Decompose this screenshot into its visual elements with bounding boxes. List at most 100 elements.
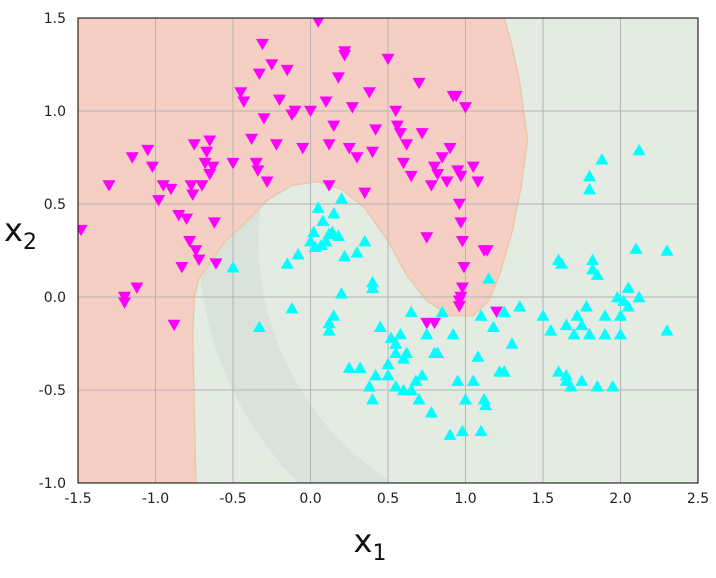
class-0-point — [452, 198, 466, 211]
class-0-point — [304, 105, 317, 118]
class-1-point — [474, 309, 488, 321]
x-tick-label: 1.0 — [454, 491, 476, 507]
class-0-point — [175, 262, 189, 274]
class-0-point — [338, 50, 352, 62]
class-1-point — [373, 320, 387, 332]
class-0-point — [180, 213, 193, 226]
class-1-point — [389, 380, 403, 392]
plot-frame — [77, 17, 699, 484]
class-1-point — [564, 380, 578, 392]
class-0-point — [393, 128, 407, 140]
x-axis-label: x1 — [354, 522, 387, 566]
class-1-point — [307, 225, 321, 238]
class-1-point — [455, 424, 469, 437]
class-0-point — [400, 139, 414, 151]
class-0-point — [288, 105, 302, 118]
class-1-point — [660, 324, 674, 336]
class-0-point — [457, 262, 471, 274]
class-1-point — [482, 272, 496, 284]
class-1-point — [362, 380, 376, 392]
data-points — [78, 18, 674, 440]
class-1-point — [497, 305, 511, 318]
class-0-point — [480, 245, 494, 257]
class-1-point — [389, 346, 403, 358]
class-1-point — [466, 374, 480, 386]
class-0-point — [265, 59, 279, 71]
class-0-point — [420, 232, 434, 244]
class-0-point — [455, 282, 469, 294]
class-1-point — [559, 318, 573, 331]
class-1-point — [291, 248, 305, 260]
class-0-point — [118, 297, 131, 309]
class-0-point — [412, 77, 426, 90]
class-0-point — [449, 90, 463, 103]
class-1-point — [420, 328, 434, 340]
class-0-point — [296, 143, 310, 155]
class-1-point — [443, 428, 457, 440]
class-1-point — [226, 261, 240, 273]
class-1-point — [366, 393, 379, 405]
class-1-point — [393, 328, 407, 340]
class-1-point — [567, 328, 581, 340]
class-1-point — [435, 305, 449, 318]
class-0-point — [184, 180, 198, 192]
class-1-point — [614, 328, 627, 340]
class-0-point — [156, 180, 170, 192]
class-0-point — [186, 189, 200, 201]
class-1-point — [252, 320, 266, 332]
class-1-point — [471, 350, 485, 362]
class-0-point — [237, 96, 251, 108]
class-0-point — [319, 96, 333, 108]
class-1-point — [497, 365, 511, 377]
class-0-point — [245, 133, 259, 146]
class-1-point — [474, 424, 488, 437]
class-0-point — [141, 144, 155, 157]
class-0-point — [471, 176, 485, 188]
class-0-point — [167, 319, 181, 332]
class-1-point — [536, 309, 550, 321]
class-1-point — [575, 374, 589, 386]
class-1-point — [369, 368, 383, 381]
class-0-point — [226, 157, 240, 170]
y-tick-label: -1.0 — [39, 476, 66, 492]
class-1-point — [322, 316, 336, 329]
class-1-point — [446, 328, 460, 340]
class-0-point — [249, 157, 263, 170]
class-1-point — [335, 287, 348, 299]
class-0-point — [234, 87, 248, 99]
class-0-point — [369, 124, 383, 136]
class-1-point — [583, 328, 596, 340]
class-1-point — [598, 309, 612, 321]
class-1-point — [590, 380, 604, 392]
class-0-point — [273, 94, 286, 107]
x-tick-label: 0.0 — [299, 491, 321, 507]
class-1-point — [552, 365, 565, 377]
class-0-point — [342, 143, 356, 155]
class-1-point — [335, 192, 348, 204]
class-1-point — [513, 300, 527, 312]
class-1-point — [579, 300, 593, 312]
class-1-point — [331, 229, 345, 241]
x-tick-label: -1.5 — [64, 491, 91, 507]
class-1-point — [319, 235, 333, 247]
y-tick-label: 1.5 — [44, 11, 66, 27]
class-0-point — [152, 195, 166, 207]
class-1-point — [451, 374, 465, 386]
class-0-point — [260, 176, 274, 188]
class-1-point — [559, 368, 573, 381]
class-1-point — [632, 290, 646, 303]
class-1-point — [415, 368, 429, 381]
class-1-point — [350, 246, 364, 258]
class-1-point — [316, 214, 330, 226]
class-1-point — [575, 318, 589, 331]
class-1-point — [629, 242, 643, 254]
x-tick-label: -0.5 — [219, 491, 246, 507]
class-1-point — [322, 324, 336, 336]
class-0-point — [435, 152, 449, 164]
class-0-point — [187, 139, 201, 151]
class-0-point — [397, 157, 410, 170]
class-0-point — [466, 161, 480, 173]
class-0-point — [440, 176, 454, 188]
class-0-point — [203, 135, 217, 147]
y-axis-ticks: -1.0 -0.5 0.0 0.5 1.0 1.5 — [39, 11, 66, 492]
